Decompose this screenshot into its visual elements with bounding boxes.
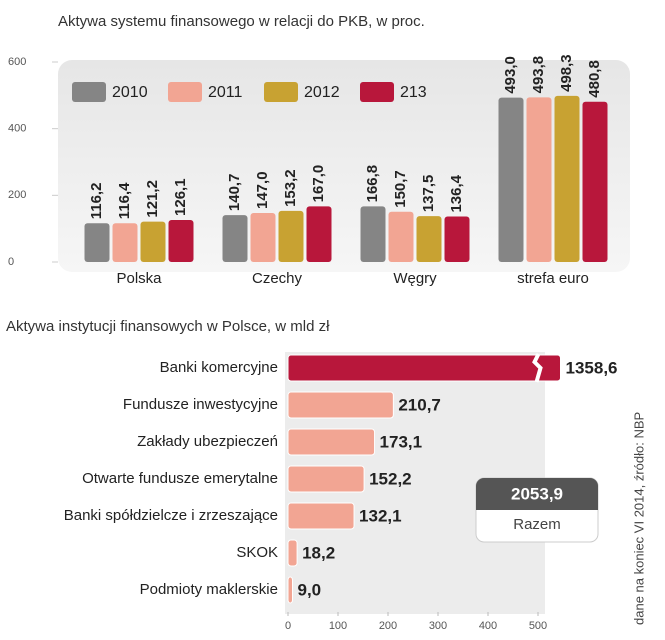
legend-label: 2012 xyxy=(304,84,340,101)
x-tick-label: Polska xyxy=(116,270,162,287)
x-tick-label: 0 xyxy=(285,620,291,632)
y-tick-label: 200 xyxy=(8,189,26,201)
bar xyxy=(526,97,552,263)
value-label: 9,0 xyxy=(298,580,322,599)
bar xyxy=(360,206,386,262)
axis-break xyxy=(532,353,543,383)
value-label: 1358,6 xyxy=(566,358,618,377)
total-value: 2053,9 xyxy=(511,484,563,503)
bar xyxy=(84,223,110,262)
bar xyxy=(168,219,194,262)
bar xyxy=(140,221,166,262)
value-label: 137,5 xyxy=(420,175,437,213)
bar xyxy=(250,213,276,262)
chart-title: Aktywa systemu finansowego w relacji do … xyxy=(58,13,425,30)
y-tick-label: 400 xyxy=(8,123,26,135)
value-label: 498,3 xyxy=(558,54,575,92)
legend-swatch xyxy=(72,82,106,102)
value-label: 493,0 xyxy=(502,56,519,94)
bar xyxy=(306,206,332,262)
total-name: Razem xyxy=(513,516,561,533)
value-label: 132,1 xyxy=(359,506,402,525)
value-label: 152,2 xyxy=(369,469,412,488)
category-label: Podmioty maklerskie xyxy=(140,581,278,598)
value-label: 210,7 xyxy=(398,395,441,414)
chart-title: Aktywa instytucji finansowych w Polsce, … xyxy=(6,318,330,335)
bar xyxy=(554,95,580,263)
bar xyxy=(287,428,376,456)
bar xyxy=(278,210,304,262)
value-label: 18,2 xyxy=(302,543,335,562)
value-label: 147,0 xyxy=(254,171,271,209)
y-tick-label: 0 xyxy=(8,256,14,268)
value-label: 116,4 xyxy=(116,182,133,219)
category-label: Otwarte fundusze emerytalne xyxy=(82,470,278,487)
bar xyxy=(222,215,248,262)
value-label: 116,2 xyxy=(88,183,105,220)
category-label: Zakłady ubezpieczeń xyxy=(137,433,278,450)
legend-swatch xyxy=(168,82,202,102)
value-label: 167,0 xyxy=(310,165,327,203)
category-label: Fundusze inwestycyjne xyxy=(123,396,278,413)
plot-background xyxy=(58,60,630,272)
value-label: 480,8 xyxy=(586,60,603,98)
x-tick-label: strefa euro xyxy=(517,270,589,287)
legend-label: 2010 xyxy=(112,84,148,101)
bar xyxy=(582,101,608,262)
x-tick-label: 400 xyxy=(479,620,497,632)
bar xyxy=(287,539,298,567)
legend-swatch xyxy=(264,82,298,102)
value-label: 140,7 xyxy=(226,174,243,212)
bar xyxy=(498,97,524,263)
bar xyxy=(287,465,365,493)
total-header xyxy=(476,478,598,510)
value-label: 121,2 xyxy=(144,180,161,218)
category-label: SKOK xyxy=(236,544,278,561)
bar xyxy=(287,354,561,382)
category-label: Banki komercyjne xyxy=(160,359,278,376)
y-tick-label: 600 xyxy=(8,56,26,68)
bar xyxy=(287,502,355,530)
legend-label: 2011 xyxy=(208,84,243,101)
x-tick-label: 300 xyxy=(429,620,447,632)
value-label: 166,8 xyxy=(364,165,381,203)
bar xyxy=(287,576,293,604)
bar xyxy=(112,223,138,262)
source: dane na koniec VI 2014, źródło: NBP xyxy=(631,412,646,625)
value-label: 153,2 xyxy=(282,169,299,207)
value-label: 493,8 xyxy=(530,56,547,94)
bar xyxy=(416,216,442,262)
value-label: 150,7 xyxy=(392,170,409,208)
bar xyxy=(444,216,470,262)
x-tick-label: 500 xyxy=(529,620,547,632)
legend-label: 213 xyxy=(400,84,427,101)
value-label: 136,4 xyxy=(448,174,465,212)
category-label: Banki spółdzielcze i zrzeszające xyxy=(64,507,278,524)
legend-swatch xyxy=(360,82,394,102)
bar xyxy=(287,391,394,419)
x-tick-label: 100 xyxy=(329,620,347,632)
value-label: 126,1 xyxy=(172,178,189,216)
x-tick-label: Czechy xyxy=(252,270,303,287)
x-tick-label: 200 xyxy=(379,620,397,632)
bar xyxy=(388,211,414,262)
x-tick-label: Węgry xyxy=(393,270,437,287)
value-label: 173,1 xyxy=(380,432,423,451)
